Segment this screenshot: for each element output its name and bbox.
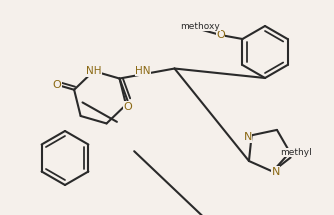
Text: HN: HN — [135, 66, 151, 75]
Text: NH: NH — [86, 66, 101, 76]
Text: O: O — [123, 101, 132, 112]
Text: O: O — [52, 80, 61, 90]
Text: O: O — [216, 30, 225, 40]
Text: methoxy: methoxy — [181, 22, 220, 31]
Text: methyl: methyl — [280, 148, 311, 157]
Text: N: N — [272, 167, 280, 177]
Text: N: N — [243, 132, 252, 142]
